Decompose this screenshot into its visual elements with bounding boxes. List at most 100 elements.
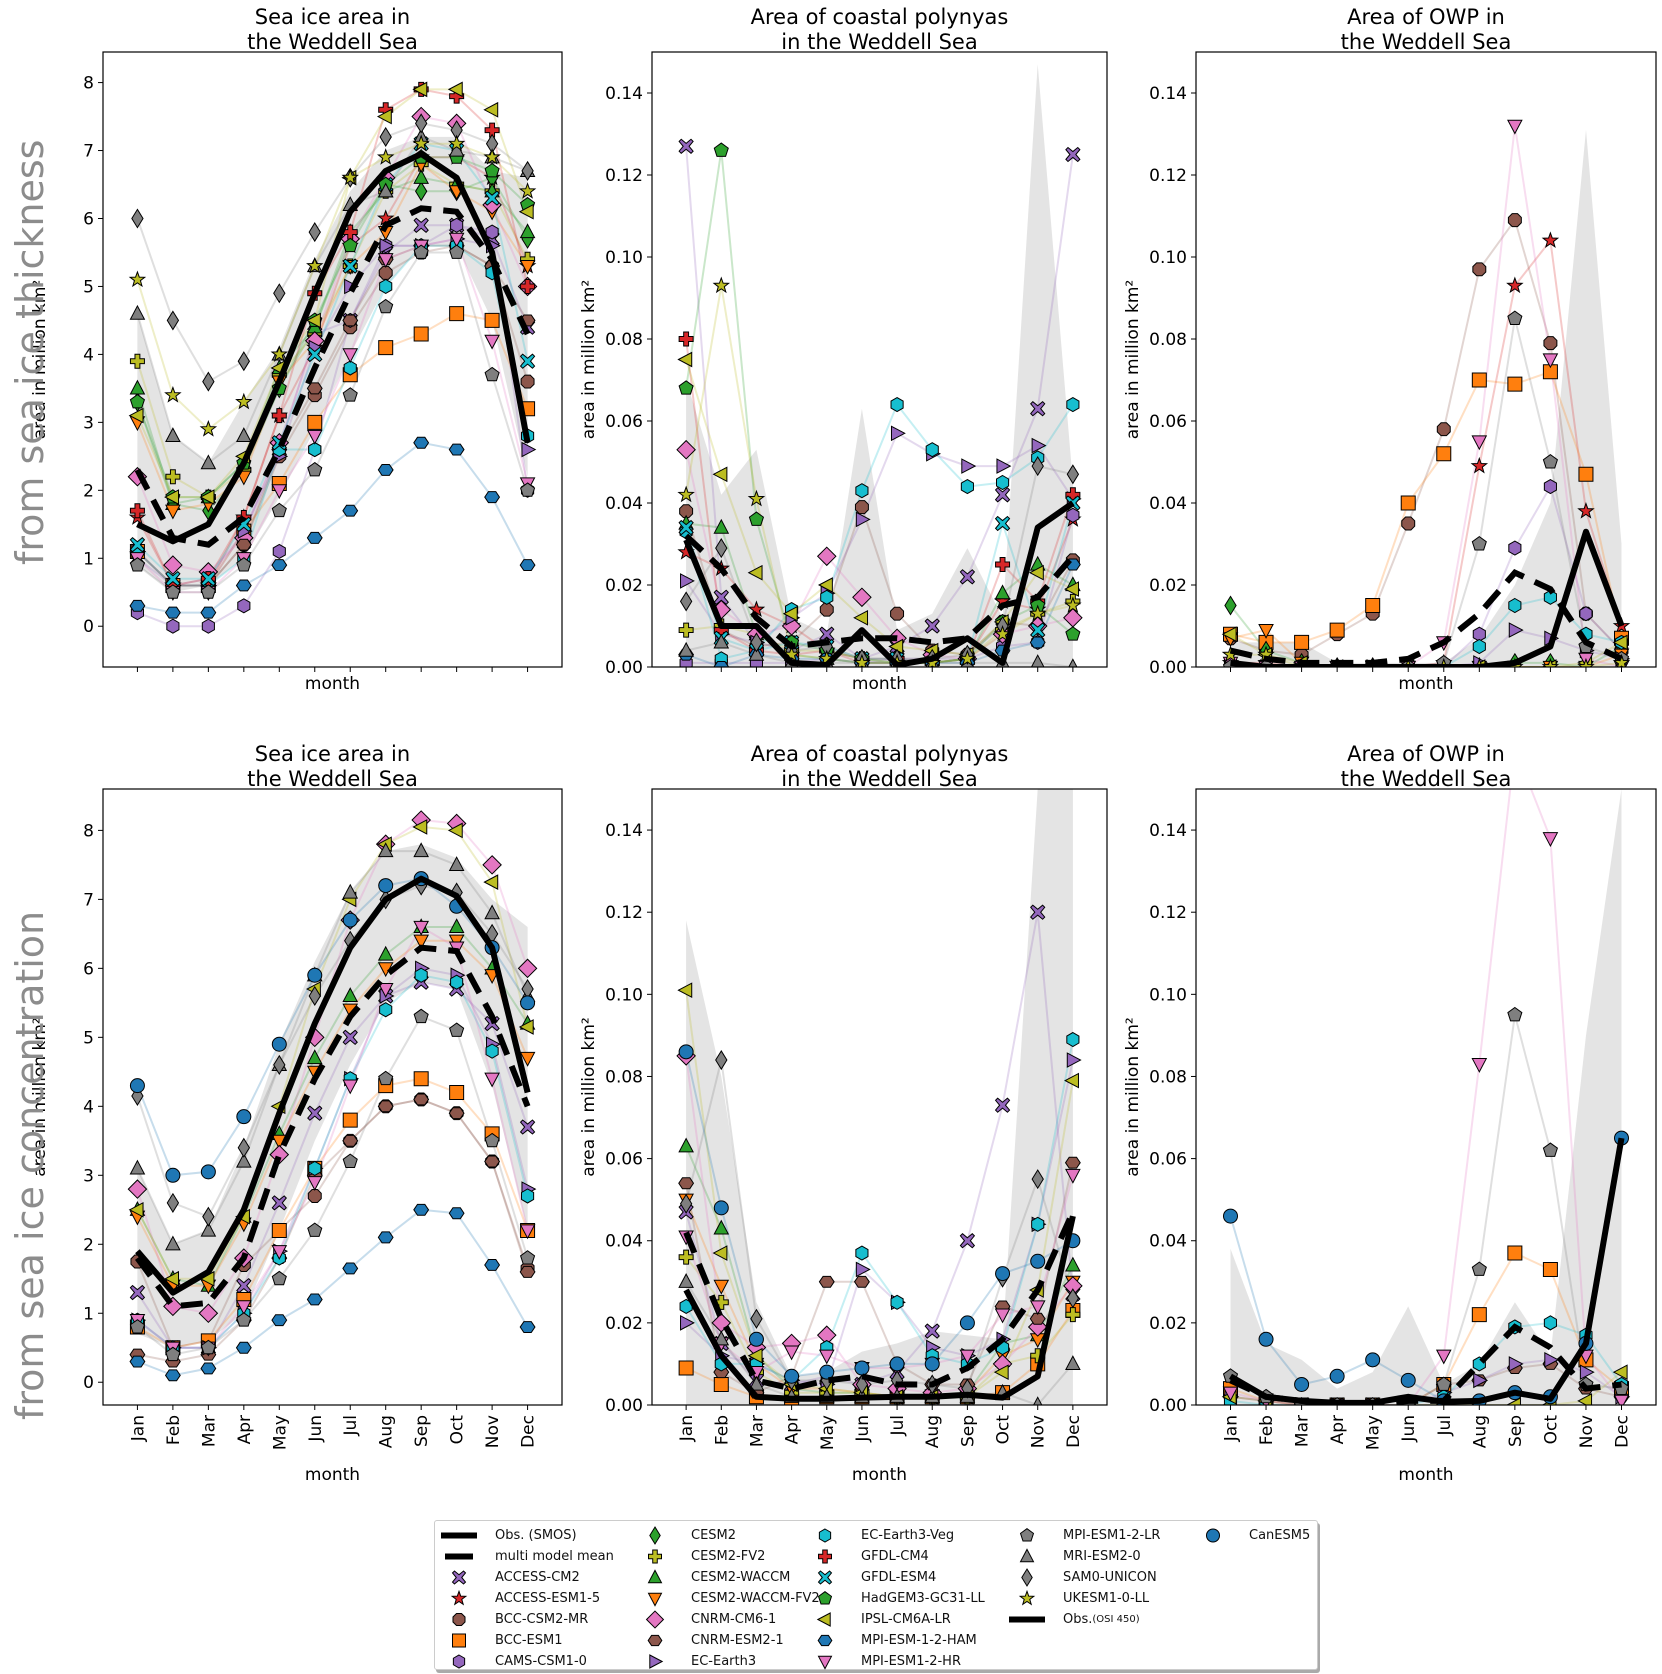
point-ukesm1-0-ll xyxy=(1064,596,1082,613)
point-bcc-esm1 xyxy=(449,306,465,322)
point-mri-esm2-0 xyxy=(484,904,500,920)
point-canesm5 xyxy=(1329,1368,1345,1384)
y-axis-label: area in million km² xyxy=(30,1017,50,1176)
point-cnrm-esm2-1 xyxy=(377,1100,394,1113)
legend-item-bcc-csm2-mr: BCC-CSM2-MR xyxy=(439,1609,614,1630)
point-sam0-unicon xyxy=(1031,456,1044,477)
point-ec-earth3-veg xyxy=(890,1294,904,1310)
point-ec-earth3-veg xyxy=(485,1043,499,1059)
point-ukesm1-0-ll xyxy=(483,148,501,165)
point-sam0-unicon xyxy=(308,985,321,1006)
panel-conc-owp: 0.00 0.02 0.04 0.06 0.08 0.10 0.12 0.14 Jan Feb Ma… xyxy=(1123,742,1657,1485)
point-cams-csm1-0 xyxy=(1066,507,1080,523)
panel-title: the Weddell Sea xyxy=(247,767,418,791)
x-tick-label: Apr xyxy=(783,1415,803,1444)
point-bcc-esm1 xyxy=(713,1376,729,1392)
point-mpi-esm-1-2-ham xyxy=(164,1369,181,1382)
legend-label: CNRM-ESM2-1 xyxy=(691,1633,784,1648)
point-canesm5 xyxy=(748,1331,764,1347)
legend-item-mpi-esm1-2-hr: MPI-ESM1-2-HR xyxy=(805,1651,985,1672)
point-ipsl-cm6a-lr xyxy=(199,489,215,505)
x-tick-label: Jun xyxy=(1399,1415,1419,1443)
legend-marker xyxy=(452,1654,466,1669)
point-cnrm-cm6-1 xyxy=(852,587,872,608)
point-ec-earth3 xyxy=(855,1261,871,1278)
point-hadgem3-gc31-ll xyxy=(748,511,765,526)
row-label-concentration: from sea ice concentration xyxy=(8,910,52,1420)
legend-label: CESM2-WACCM xyxy=(691,1570,791,1585)
point-cnrm-cm6-1 xyxy=(676,439,696,460)
point-ec-earth3 xyxy=(379,237,395,254)
point-mpi-esm1-2-hr xyxy=(519,1224,536,1240)
point-cams-csm1-0 xyxy=(485,224,499,240)
panel-title: the Weddell Sea xyxy=(1341,30,1512,54)
multi-model-mean-line xyxy=(683,1210,1076,1392)
point-ec-earth3 xyxy=(680,573,695,589)
point-bcc-esm1 xyxy=(484,312,500,328)
y-tick-label: 0.04 xyxy=(1149,494,1187,514)
x-tick-label: May xyxy=(818,1415,838,1450)
legend-item-cesm2-waccm: CESM2-WACCM xyxy=(635,1567,820,1588)
y-tick-label: 3 xyxy=(83,413,94,433)
legend-marker-plus-icon xyxy=(635,1546,675,1567)
point-bcc-esm1 xyxy=(1436,446,1452,462)
point-mpi-esm-1-2-ham xyxy=(342,1262,359,1275)
point-mpi-esm1-2-hr xyxy=(818,1349,835,1365)
y-tick-label: 0.00 xyxy=(1149,1396,1187,1416)
point-sam0-unicon xyxy=(131,208,144,229)
point-cams-csm1-0 xyxy=(1508,540,1522,556)
legend-marker xyxy=(647,1569,663,1584)
point-mpi-esm-1-2-ham xyxy=(235,1341,252,1354)
point-cnrm-cm6-1 xyxy=(163,555,183,575)
point-canesm5 xyxy=(200,1164,216,1180)
panel-thk-cp: 0.00 0.02 0.04 0.06 0.08 0.10 0.12 0.14 month are… xyxy=(579,5,1108,694)
point-mpi-esm-1-2-ham xyxy=(413,1203,430,1216)
legend-label: CESM2-FV2 xyxy=(691,1549,766,1564)
point-mpi-esm1-2-hr xyxy=(484,1072,500,1088)
legend-marker-triangle-down-icon xyxy=(635,1588,675,1609)
point-mri-esm2-0 xyxy=(1033,1396,1043,1405)
point-sam0-unicon xyxy=(750,632,763,653)
legend-item-multi-model-mean: multi model mean xyxy=(439,1546,614,1567)
panel-title: Area of OWP in xyxy=(1347,5,1505,29)
point-access-cm2 xyxy=(1030,401,1046,417)
point-mpi-esm1-2-lr xyxy=(1542,454,1558,469)
legend-label: CNRM-CM6-1 xyxy=(691,1612,777,1627)
point-ec-earth3-veg xyxy=(1066,397,1080,413)
legend-marker-hexagon-icon xyxy=(805,1525,845,1546)
legend-item-cesm2-fv2: CESM2-FV2 xyxy=(635,1546,820,1567)
x-tick-label: Dec xyxy=(519,1415,539,1448)
y-tick-label: 0.08 xyxy=(605,330,643,350)
point-hadgem3-gc31-ll xyxy=(1065,626,1081,641)
point-ukesm1-0-ll xyxy=(306,256,324,274)
x-tick-label: Sep xyxy=(1506,1415,1526,1447)
point-ipsl-cm6a-lr xyxy=(677,982,693,999)
axes-frame xyxy=(1195,788,1657,1406)
point-cesm2-waccm-fv2 xyxy=(1258,623,1274,639)
point-gfdl-cm4 xyxy=(484,122,500,138)
point-mpi-esm1-2-hr xyxy=(236,1300,252,1316)
axes-frame xyxy=(102,51,563,668)
point-mpi-esm-1-2-ham xyxy=(235,579,252,592)
point-mpi-esm1-2-hr xyxy=(1471,435,1488,451)
x-tick-label: Jul xyxy=(888,1415,908,1437)
point-gfdl-esm4 xyxy=(484,190,500,206)
point-access-esm1-5 xyxy=(1506,276,1524,294)
legend-marker-triangle-up-icon xyxy=(1007,1546,1047,1567)
point-access-cm2 xyxy=(1065,146,1081,163)
point-ec-earth3-veg xyxy=(343,360,357,376)
point-mpi-esm-1-2-ham xyxy=(1029,636,1046,649)
legend-label: HadGEM3-GC31-LL xyxy=(861,1591,985,1606)
y-tick-label: 0.08 xyxy=(605,1067,643,1087)
point-bcc-esm1 xyxy=(307,414,323,430)
row-label-thickness: from sea ice thickness xyxy=(8,139,52,565)
point-bcc-csm2-mr xyxy=(307,1189,322,1203)
x-tick-label: Nov xyxy=(483,1415,503,1448)
point-ipsl-cm6a-lr xyxy=(1064,1072,1079,1089)
point-mpi-esm1-2-hr xyxy=(306,429,323,445)
x-axis-label: month xyxy=(305,674,360,694)
legend-label: IPSL-CM6A-LR xyxy=(861,1612,951,1627)
point-access-cm2 xyxy=(924,1323,940,1339)
legend-marker xyxy=(818,1549,832,1564)
point-ec-earth3-veg xyxy=(925,442,939,458)
